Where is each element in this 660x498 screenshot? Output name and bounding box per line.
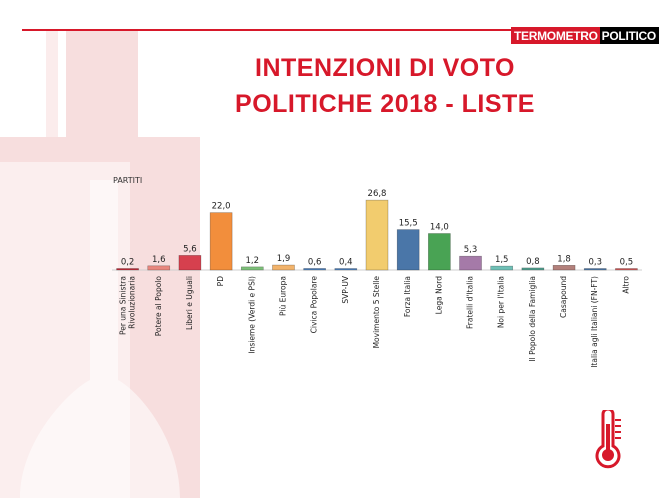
bar (240, 266, 264, 271)
header-rule (22, 29, 637, 31)
bar (178, 255, 202, 271)
bar (396, 229, 420, 271)
bar (521, 267, 545, 271)
y-axis-label: PARTITI (113, 176, 143, 185)
brand-part2: POLITICO (599, 27, 659, 44)
bar (490, 265, 514, 271)
data-label: 0,6 (308, 257, 322, 267)
x-tick-label: Più Europa (278, 276, 287, 316)
page-title-line2: POLITICHE 2018 - LISTE (235, 90, 535, 118)
x-tick-label: Altro (621, 276, 630, 294)
data-label: 1,5 (495, 255, 509, 265)
bar (116, 268, 139, 271)
x-tick-label: SVP-UV (341, 275, 350, 303)
brand-logo: TERMOMETRO POLITICO (511, 27, 659, 44)
data-label: 15,5 (399, 219, 418, 229)
data-label: 0,3 (588, 258, 602, 268)
x-tick-label: Noi per l'Italia (497, 276, 506, 328)
page-title-line1: INTENZIONI DI VOTO (255, 54, 515, 82)
data-label: 1,6 (152, 255, 166, 265)
data-label: 5,3 (464, 245, 478, 255)
x-tick-label: Lega Nord (434, 276, 443, 315)
x-tick-label: Liberi e Uguali (185, 276, 194, 330)
x-tick-label: Movimento 5 Stelle (372, 276, 381, 349)
data-label: 0,5 (620, 258, 634, 268)
x-tick-label: Civica Popolare (310, 276, 319, 334)
bar (583, 268, 607, 271)
x-tick-label: Insieme (Verdi e PSI) (247, 276, 256, 354)
bar (303, 268, 326, 271)
data-label: 1,2 (246, 256, 260, 266)
data-label: 26,8 (368, 189, 387, 199)
x-tick-label: Casapound (559, 276, 568, 318)
bar (428, 233, 451, 271)
bar (334, 268, 358, 271)
data-label: 5,6 (183, 244, 197, 254)
bar (147, 265, 171, 271)
data-label: 1,9 (277, 254, 291, 264)
data-label: 0,4 (339, 258, 353, 268)
data-label: 1,8 (557, 254, 571, 264)
data-label: 14,0 (430, 223, 449, 233)
thermometer-icon (595, 410, 621, 469)
bar (459, 255, 482, 271)
x-tick-label: Italia agli Italiani (FN-FT) (590, 276, 599, 368)
bar (365, 199, 389, 271)
x-tick-label: Il Popolo della Famiglia (528, 276, 537, 362)
bar (552, 265, 576, 271)
brand-part1: TERMOMETRO (511, 27, 600, 44)
x-tick-label: Per una SinistraRivoluzionaria (119, 276, 137, 335)
bar (209, 212, 233, 271)
bar (615, 268, 638, 271)
data-label: 0,2 (121, 258, 135, 268)
data-label: 22,0 (212, 202, 231, 212)
x-tick-label: PD (216, 276, 225, 287)
x-tick-label: Fratelli d'Italia (466, 276, 475, 329)
data-label: 0,8 (526, 257, 540, 267)
x-tick-label: Potere al Popolo (154, 276, 163, 337)
x-tick-label: Forza Italia (403, 276, 412, 317)
bar (272, 264, 295, 271)
